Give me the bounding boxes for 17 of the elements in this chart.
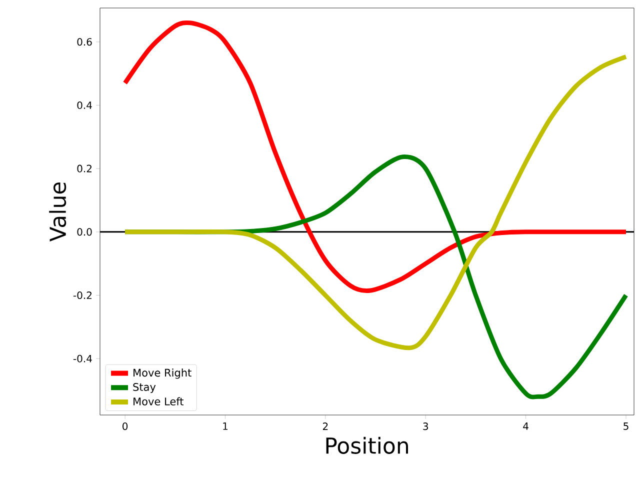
y-tick-label: 0.4 xyxy=(77,101,92,110)
x-tick-label: 1 xyxy=(223,422,228,430)
y-tick-label: 0.6 xyxy=(77,38,92,46)
x-tick-label: 0 xyxy=(122,422,128,430)
y-tick-label: -0.4 xyxy=(73,354,92,362)
legend-label: Move Left xyxy=(134,397,184,406)
x-tick-label: 2 xyxy=(322,422,328,430)
legend-label: Move Right xyxy=(134,368,192,379)
x-tick-label: 5 xyxy=(624,422,628,430)
y-tick-label: 0.2 xyxy=(77,164,92,172)
x-tick-label: 4 xyxy=(523,422,528,430)
x-tick-label: 3 xyxy=(423,422,428,430)
y-tick-label: 0.0 xyxy=(77,228,92,236)
x-axis-title: Position xyxy=(326,436,408,454)
y-axis-title: Value xyxy=(49,182,66,242)
legend-label: Stay xyxy=(133,383,156,393)
y-tick-label: -0.2 xyxy=(73,291,92,300)
